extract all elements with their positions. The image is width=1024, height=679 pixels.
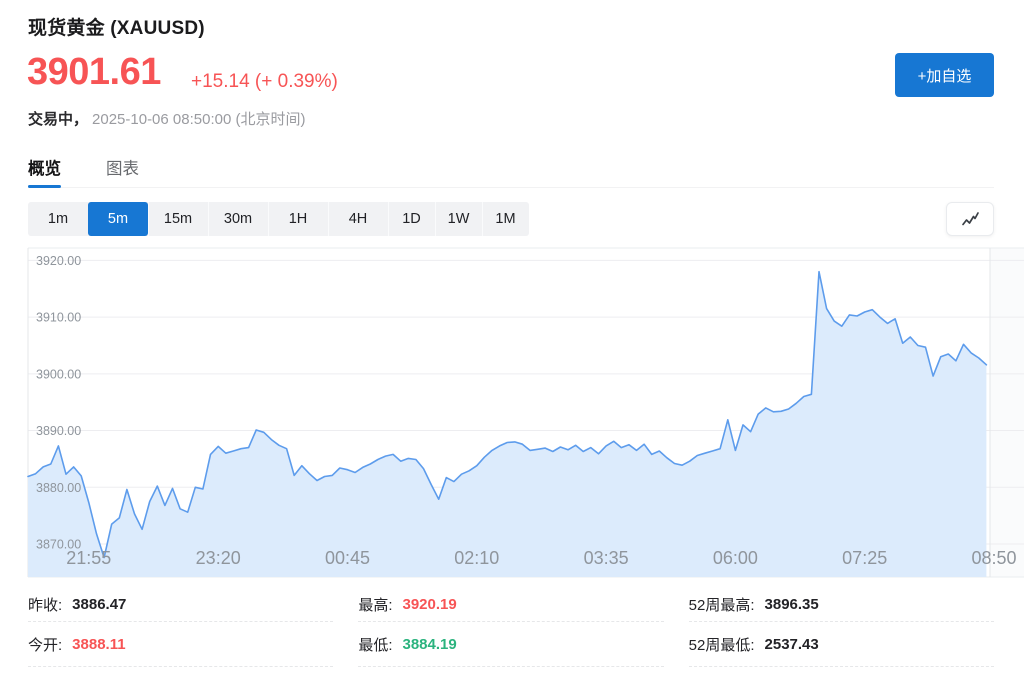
interval-button-1W[interactable]: 1W	[435, 202, 482, 236]
interval-button-30m[interactable]: 30m	[208, 202, 268, 236]
stat-value: 3886.47	[72, 596, 127, 613]
line-chart-icon	[960, 211, 980, 227]
tab-chart[interactable]: 图表	[106, 160, 139, 178]
chart-svg: 3920.00 3910.00 3900.00 3890.00 3880.00 3870.…	[27, 247, 1024, 578]
stat-item: 今开: 3888.11	[28, 622, 334, 667]
x-axis-label: 07:25	[842, 548, 887, 568]
stat-item: 最低: 3884.19	[358, 622, 664, 667]
market-status-line: 交易中， 2025-10-06 08:50:00 (北京时间)	[28, 108, 305, 129]
x-axis-label: 21:55	[66, 548, 111, 568]
interval-button-15m[interactable]: 15m	[148, 202, 208, 236]
trading-status: 交易中，	[28, 111, 89, 128]
x-axis-label: 23:20	[196, 548, 241, 568]
price-area-chart[interactable]: 3920.00 3910.00 3900.00 3890.00 3880.00 3870.…	[0, 245, 1024, 578]
x-axis-label: 03:35	[584, 548, 629, 568]
y-axis-label: 3910.00	[36, 311, 81, 325]
stat-label: 昨收:	[28, 597, 63, 614]
interval-button-5m[interactable]: 5m	[88, 202, 148, 236]
x-axis-label: 08:50	[971, 548, 1016, 568]
y-axis-label: 3890.00	[36, 424, 81, 438]
interval-button-1M[interactable]: 1M	[482, 202, 529, 236]
interval-button-1H[interactable]: 1H	[268, 202, 328, 236]
stats-grid: 昨收: 3886.47 最高: 3920.19 52周最高: 3896.35 今开: 3888…	[28, 588, 994, 667]
interval-button-1D[interactable]: 1D	[388, 202, 435, 236]
chart-type-button[interactable]	[946, 202, 994, 236]
stat-value: 2537.43	[764, 635, 819, 653]
stat-item: 52周最低: 2537.43	[688, 622, 994, 667]
view-tabs: 概览 图表	[28, 153, 994, 188]
interval-toolbar: 1m 5m 15m 30m 1H 4H 1D 1W 1M	[28, 202, 529, 236]
stat-item: 昨收: 3886.47	[28, 588, 334, 622]
y-axis-label: 3920.00	[36, 254, 81, 268]
interval-button-4H[interactable]: 4H	[328, 202, 388, 236]
add-watchlist-button[interactable]: +加自选	[895, 53, 994, 97]
tab-overview[interactable]: 概览	[28, 153, 61, 188]
stat-label: 今开:	[28, 636, 63, 654]
stat-value: 3888.11	[72, 635, 126, 653]
stat-value: 3896.35	[764, 596, 819, 613]
stat-value: 3884.19	[402, 635, 457, 653]
stat-value: 3920.19	[402, 596, 457, 613]
instrument-title: 现货黄金 (XAUUSD)	[28, 18, 205, 39]
y-axis-label: 3900.00	[36, 367, 81, 381]
timezone-label: (北京时间)	[235, 111, 306, 128]
quote-timestamp: 2025-10-06 08:50:00	[92, 111, 232, 128]
current-price: 3901.61	[27, 51, 161, 93]
y-axis-label: 3880.00	[36, 481, 81, 495]
stat-label: 52周最高:	[688, 597, 755, 614]
interval-button-1m[interactable]: 1m	[47, 211, 69, 227]
stat-label: 最高:	[358, 597, 393, 614]
price-change: +15.14 (+ 0.39%)	[191, 71, 338, 92]
stat-item: 最高: 3920.19	[358, 588, 664, 622]
x-axis-label: 06:00	[713, 548, 758, 568]
stat-label: 52周最低:	[688, 636, 755, 654]
x-axis-label: 02:10	[454, 548, 499, 568]
stat-label: 最低:	[358, 636, 393, 654]
y-axis-label: 3870.00	[36, 538, 81, 552]
x-axis-label: 00:45	[325, 548, 370, 568]
stat-item: 52周最高: 3896.35	[688, 588, 994, 622]
